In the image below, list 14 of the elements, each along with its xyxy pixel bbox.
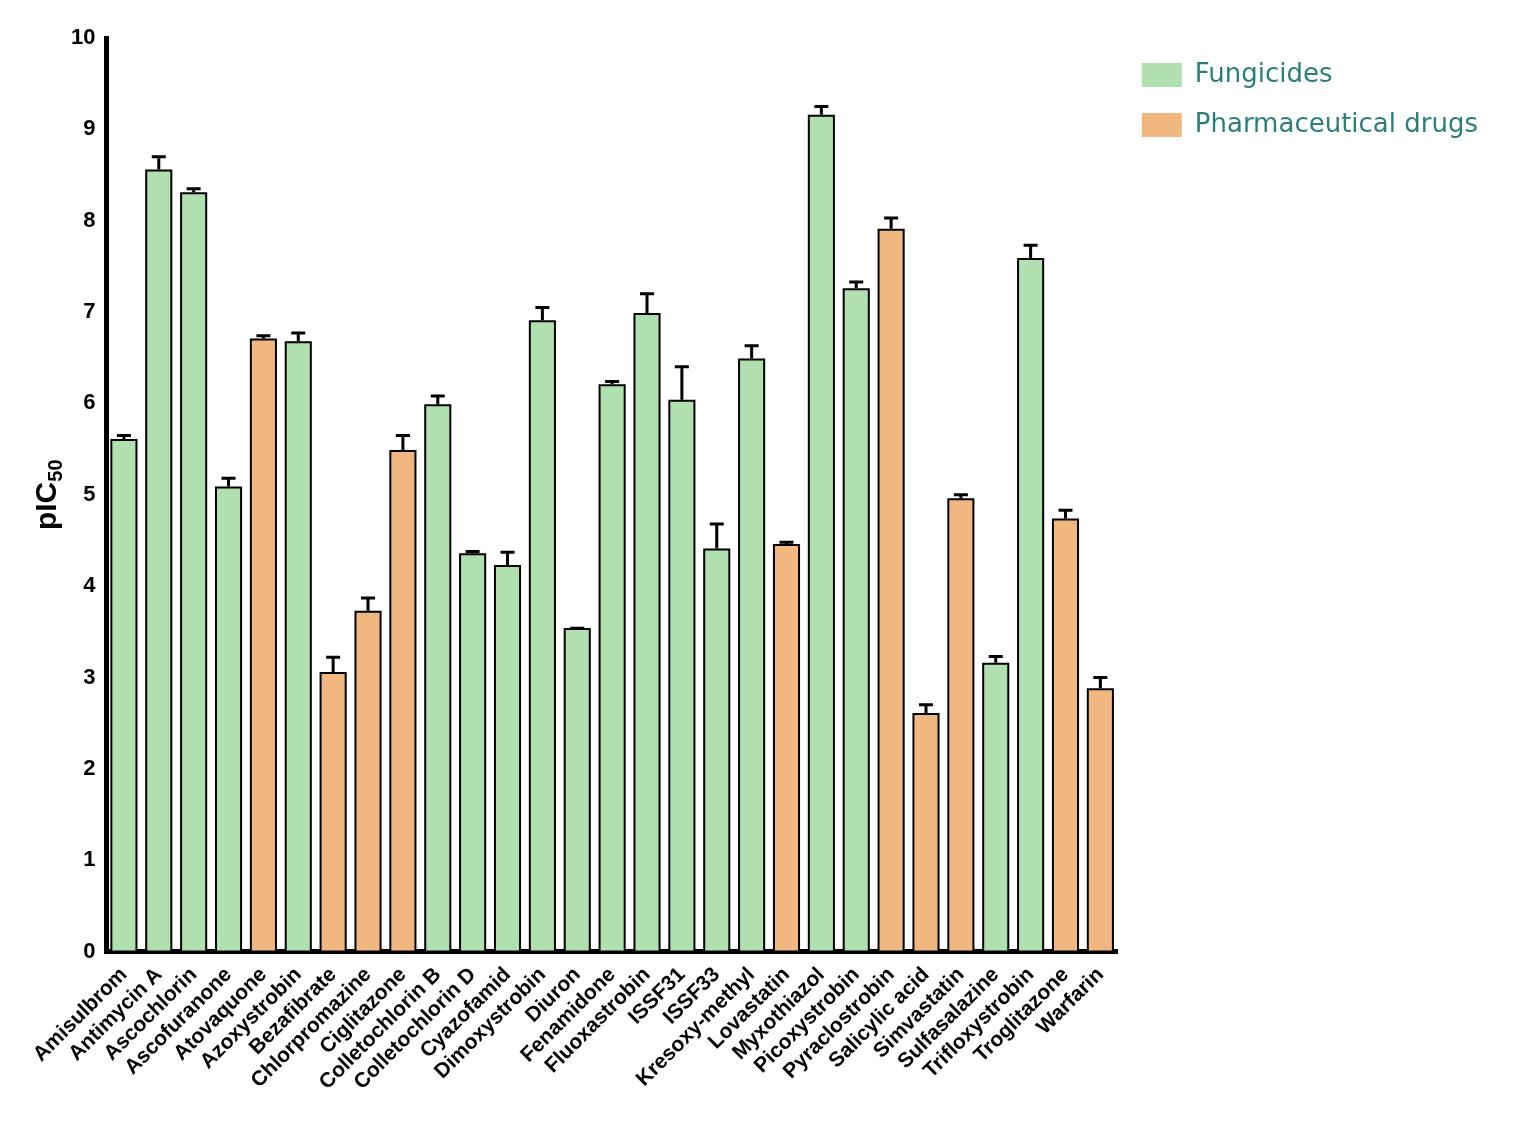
- y-tick-label: 4: [83, 572, 97, 598]
- legend-label: Pharmaceutical drugs: [1194, 107, 1479, 138]
- y-tick-label: 7: [83, 298, 96, 324]
- y-tick-label: 3: [83, 663, 96, 689]
- y-tick-label: 8: [83, 206, 96, 232]
- y-tick-label: 5: [83, 480, 96, 506]
- y-tick-label: 10: [70, 24, 96, 50]
- y-tick-label: 0: [83, 937, 96, 963]
- y-axis-title: pIC50: [29, 459, 66, 531]
- legend-label: Fungicides: [1194, 57, 1333, 88]
- y-tick-label: 6: [83, 389, 96, 415]
- y-tick-label: 2: [83, 754, 96, 780]
- y-tick-label: 1: [83, 846, 96, 872]
- y-tick-label: 9: [83, 115, 96, 141]
